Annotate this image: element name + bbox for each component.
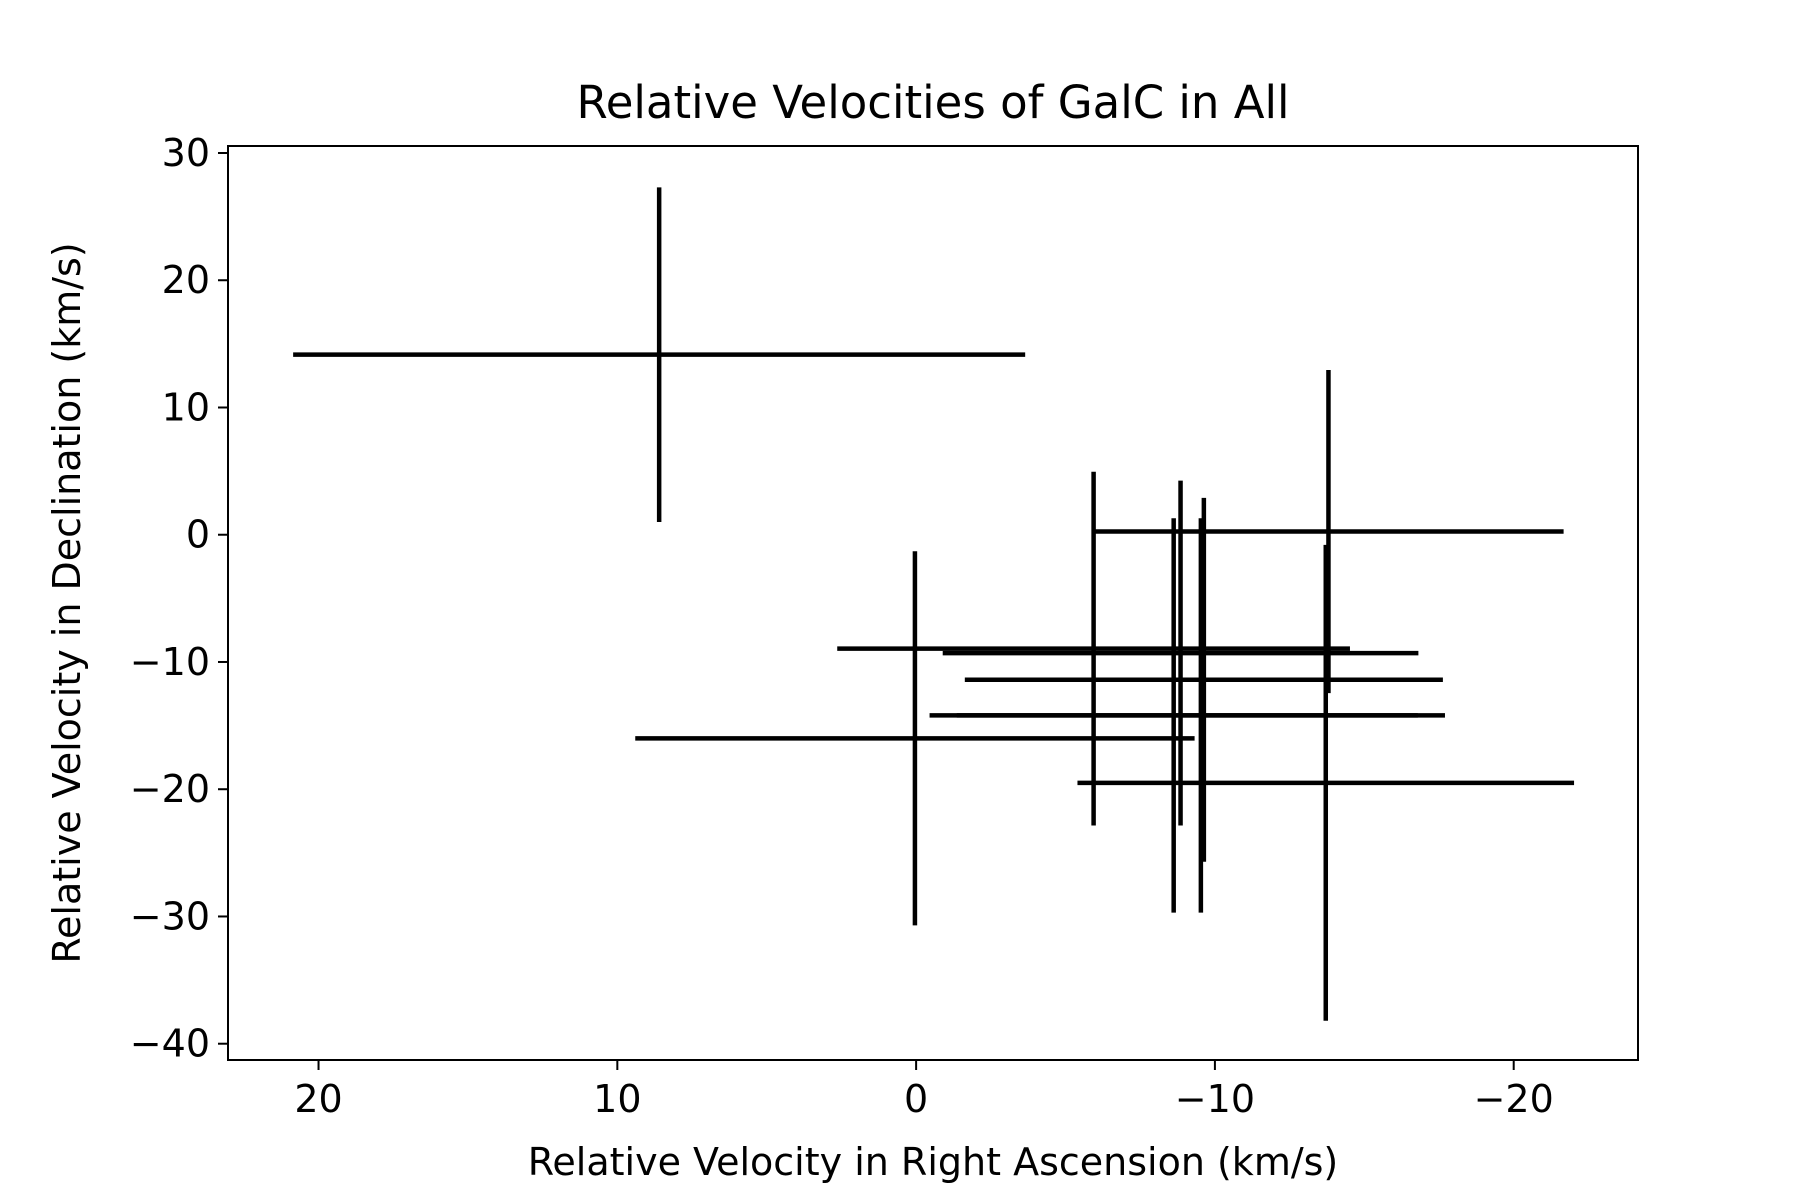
y-tick-label: 20 [162,258,210,302]
y-tick-label: 0 [186,513,210,557]
x-tick-label: −10 [1175,1077,1255,1121]
x-tick-label: 0 [904,1077,928,1121]
y-tick-label: −30 [130,894,210,938]
x-tick-label: −20 [1474,1077,1554,1121]
chart-title: Relative Velocities of GalC in All [576,76,1289,129]
y-axis-label: Relative Velocity in Declination (km/s) [45,242,89,963]
y-tick-label: 30 [162,131,210,175]
x-axis-label: Relative Velocity in Right Ascension (km… [528,1140,1339,1184]
y-tick-label: −10 [130,640,210,684]
y-tick-label: −40 [130,1022,210,1066]
y-tick-label: 10 [162,385,210,429]
y-tick-label: −20 [130,767,210,811]
plot-frame [227,145,1639,1061]
x-tick-label: 10 [593,1077,641,1121]
x-tick-label: 20 [294,1077,342,1121]
